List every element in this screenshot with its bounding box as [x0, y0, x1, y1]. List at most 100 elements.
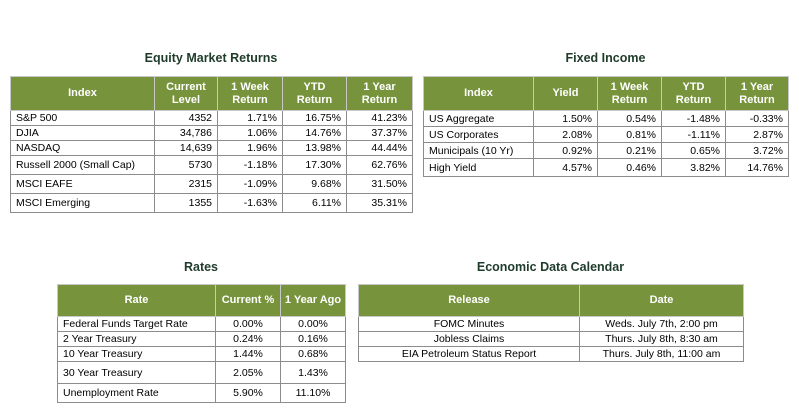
equity-cell: 31.50% — [346, 174, 413, 194]
table-row: EIA Petroleum Status Report Thurs. July … — [358, 346, 744, 362]
table-row: 2 Year Treasury 0.24% 0.16% — [57, 331, 346, 347]
equity-cell: MSCI Emerging — [10, 193, 155, 213]
equity-cell: MSCI EAFE — [10, 174, 155, 194]
rates-table: Rate Current % 1 Year Ago Federal Funds … — [57, 284, 346, 403]
equity-cell: NASDAQ — [10, 140, 155, 156]
equity-cell: Russell 2000 (Small Cap) — [10, 155, 155, 175]
rates-header-row: Rate Current % 1 Year Ago — [57, 284, 346, 317]
table-row: Municipals (10 Yr) 0.92% 0.21% 0.65% 3.7… — [423, 142, 789, 159]
fixed-income-cell: -1.48% — [661, 110, 726, 127]
table-row: High Yield 4.57% 0.46% 3.82% 14.76% — [423, 158, 789, 177]
equity-cell: 62.76% — [346, 155, 413, 175]
table-row: Jobless Claims Thurs. July 8th, 8:30 am — [358, 331, 744, 347]
equity-cell: 13.98% — [282, 140, 347, 156]
fixed-income-cell: 0.92% — [533, 142, 598, 159]
equity-col-header: Current Level — [154, 76, 218, 111]
fixed-income-cell: 4.57% — [533, 158, 598, 177]
rates-col-header: Rate — [57, 284, 216, 317]
fixed-income-col-header: Index — [423, 76, 534, 111]
fixed-income-cell: 0.65% — [661, 142, 726, 159]
rates-cell: 0.68% — [280, 346, 346, 362]
equity-cell: 44.44% — [346, 140, 413, 156]
fixed-income-table: Index Yield 1 Week Return YTD Return 1 Y… — [423, 76, 789, 177]
fixed-income-cell: 1.50% — [533, 110, 598, 127]
fixed-income-cell: 2.08% — [533, 126, 598, 143]
fixed-income-header-row: Index Yield 1 Week Return YTD Return 1 Y… — [423, 76, 789, 111]
equity-cell: S&P 500 — [10, 110, 155, 126]
equity-header-row: Index Current Level 1 Week Return YTD Re… — [10, 76, 413, 111]
equity-cell: 1.06% — [217, 125, 283, 141]
rates-cell: 1.44% — [215, 346, 281, 362]
rates-cell: 0.00% — [280, 316, 346, 332]
calendar-col-header: Date — [579, 284, 744, 317]
equity-table: Index Current Level 1 Week Return YTD Re… — [10, 76, 413, 213]
equity-col-header: Index — [10, 76, 155, 111]
equity-cell: 9.68% — [282, 174, 347, 194]
fixed-income-cell: -0.33% — [725, 110, 789, 127]
fixed-income-cell: 2.87% — [725, 126, 789, 143]
fixed-income-cell: US Corporates — [423, 126, 534, 143]
rates-cell: 0.16% — [280, 331, 346, 347]
rates-cell: 5.90% — [215, 383, 281, 403]
table-row: MSCI Emerging 1355 -1.63% 6.11% 35.31% — [10, 193, 413, 213]
table-row: FOMC Minutes Weds. July 7th, 2:00 pm — [358, 316, 744, 332]
equity-cell: DJIA — [10, 125, 155, 141]
equity-cell: -1.09% — [217, 174, 283, 194]
equity-cell: 14,639 — [154, 140, 218, 156]
equity-cell: 16.75% — [282, 110, 347, 126]
equity-cell: 14.76% — [282, 125, 347, 141]
table-row: US Corporates 2.08% 0.81% -1.11% 2.87% — [423, 126, 789, 143]
calendar-cell: Jobless Claims — [358, 331, 580, 347]
rates-cell: 2.05% — [215, 361, 281, 384]
calendar-cell: Thurs. July 8th, 11:00 am — [579, 346, 744, 362]
table-row: Russell 2000 (Small Cap) 5730 -1.18% 17.… — [10, 155, 413, 175]
table-row: MSCI EAFE 2315 -1.09% 9.68% 31.50% — [10, 174, 413, 194]
equity-cell: 35.31% — [346, 193, 413, 213]
table-row: 10 Year Treasury 1.44% 0.68% — [57, 346, 346, 362]
calendar-col-header: Release — [358, 284, 580, 317]
equity-cell: 5730 — [154, 155, 218, 175]
fixed-income-cell: -1.11% — [661, 126, 726, 143]
fixed-income-col-header: Yield — [533, 76, 598, 111]
equity-col-header: 1 Year Return — [346, 76, 413, 111]
calendar-cell: Weds. July 7th, 2:00 pm — [579, 316, 744, 332]
fixed-income-col-header: 1 Week Return — [597, 76, 662, 111]
calendar-title: Economic Data Calendar — [476, 260, 625, 274]
equity-cell: 6.11% — [282, 193, 347, 213]
fixed-income-cell: 0.81% — [597, 126, 662, 143]
equity-cell: 41.23% — [346, 110, 413, 126]
rates-title: Rates — [183, 260, 219, 274]
equity-cell: 4352 — [154, 110, 218, 126]
fixed-income-cell: 0.21% — [597, 142, 662, 159]
equity-col-header: YTD Return — [282, 76, 347, 111]
rates-col-header: 1 Year Ago — [280, 284, 346, 317]
calendar-header-row: Release Date — [358, 284, 744, 317]
fixed-income-cell: 0.46% — [597, 158, 662, 177]
rates-col-header: Current % — [215, 284, 281, 317]
calendar-cell: Thurs. July 8th, 8:30 am — [579, 331, 744, 347]
equity-cell: -1.63% — [217, 193, 283, 213]
equity-cell: 34,786 — [154, 125, 218, 141]
equity-cell: 2315 — [154, 174, 218, 194]
rates-cell: 0.24% — [215, 331, 281, 347]
table-row: NASDAQ 14,639 1.96% 13.98% 44.44% — [10, 140, 413, 156]
equity-title: Equity Market Returns — [144, 51, 278, 65]
table-row: Unemployment Rate 5.90% 11.10% — [57, 383, 346, 403]
rates-cell: 10 Year Treasury — [57, 346, 216, 362]
rates-cell: 2 Year Treasury — [57, 331, 216, 347]
fixed-income-title: Fixed Income — [565, 51, 646, 65]
rates-cell: 1.43% — [280, 361, 346, 384]
calendar-cell: EIA Petroleum Status Report — [358, 346, 580, 362]
table-row: S&P 500 4352 1.71% 16.75% 41.23% — [10, 110, 413, 126]
fixed-income-cell: 0.54% — [597, 110, 662, 127]
fixed-income-col-header: 1 Year Return — [725, 76, 789, 111]
table-row: Federal Funds Target Rate 0.00% 0.00% — [57, 316, 346, 332]
equity-cell: 1355 — [154, 193, 218, 213]
equity-cell: 1.71% — [217, 110, 283, 126]
fixed-income-cell: US Aggregate — [423, 110, 534, 127]
equity-cell: 17.30% — [282, 155, 347, 175]
calendar-table: Release Date FOMC Minutes Weds. July 7th… — [358, 284, 744, 362]
table-row: DJIA 34,786 1.06% 14.76% 37.37% — [10, 125, 413, 141]
fixed-income-cell: High Yield — [423, 158, 534, 177]
rates-cell: 0.00% — [215, 316, 281, 332]
